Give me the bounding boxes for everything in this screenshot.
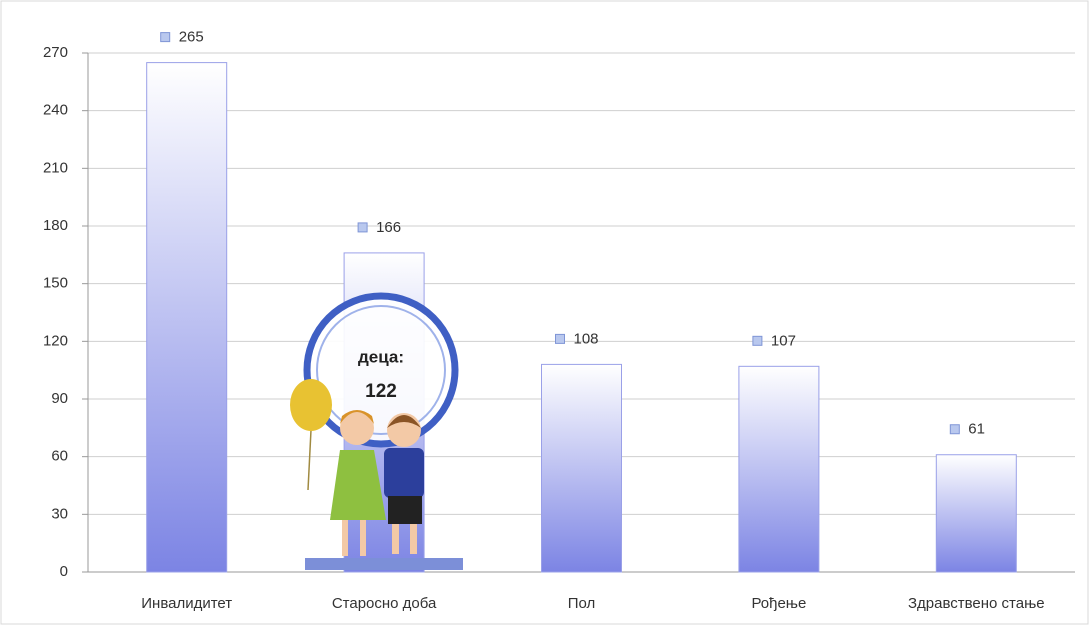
x-tick-label: Пол	[568, 595, 596, 612]
data-label-icon	[752, 335, 763, 346]
girl-dress	[330, 450, 386, 520]
x-tick-label: Старосно доба	[332, 595, 437, 612]
x-tick-label: Рођење	[751, 595, 806, 612]
balloon-string	[307, 429, 312, 491]
boy-leg	[410, 524, 417, 554]
girl-head	[340, 411, 374, 445]
data-label: 265	[179, 29, 204, 46]
bar	[541, 363, 622, 573]
y-tick-label: 210	[43, 159, 68, 176]
y-tick-label: 180	[43, 217, 68, 234]
badge-circle	[303, 292, 459, 448]
data-label: 108	[574, 330, 599, 347]
annotation-value: 122	[365, 381, 397, 402]
data-label-icon	[949, 424, 960, 435]
y-tick-label: 60	[51, 448, 68, 465]
data-label: 107	[771, 332, 796, 349]
x-tick-label: Здравствено стање	[908, 595, 1045, 612]
platform	[305, 558, 463, 570]
plot-area: 0 30 60 90 120 150 180 210 240 270 Инвалидитет 265 С…	[43, 29, 1075, 612]
boy-shirt	[384, 448, 424, 498]
bar	[146, 62, 228, 573]
y-tick-label: 0	[60, 563, 68, 580]
y-tick-label: 240	[43, 102, 68, 119]
x-tick-label: Инвалидитет	[141, 595, 232, 612]
badge-inner-ring	[316, 305, 446, 435]
y-tick-label: 270	[43, 44, 68, 61]
y-tick-label: 150	[43, 275, 68, 292]
data-label-icon	[555, 333, 565, 344]
girl-leg	[360, 520, 366, 556]
bar	[935, 454, 1017, 573]
data-label: 61	[968, 421, 985, 438]
y-tick-label: 30	[51, 505, 68, 522]
data-label: 166	[376, 219, 401, 236]
data-label-icon	[160, 32, 171, 43]
bar	[738, 365, 820, 573]
data-label-icon	[357, 222, 368, 233]
boy-hair	[387, 415, 421, 428]
y-tick-label: 120	[43, 332, 68, 349]
annotation-label: деца:	[358, 347, 404, 366]
boy-shorts	[388, 496, 422, 524]
boy-leg	[392, 524, 399, 554]
girl-leg	[342, 520, 348, 556]
girl-hair	[340, 410, 374, 424]
y-tick-label: 90	[51, 390, 68, 407]
children-illustration: деца: 122	[290, 292, 463, 570]
balloon	[290, 379, 332, 431]
